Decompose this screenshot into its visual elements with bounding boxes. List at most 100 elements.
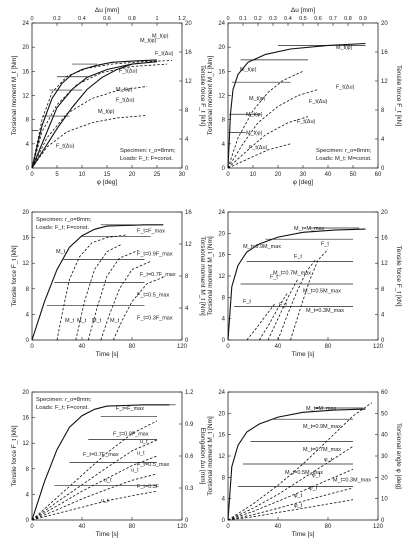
y2-tick-label: 10 — [381, 497, 388, 503]
y-tick-label: 0 — [26, 338, 30, 344]
y-tick-label: 8 — [222, 118, 226, 124]
curve-label: M_t(φ) — [249, 96, 266, 102]
y-tick-label: 12 — [22, 261, 29, 267]
y-tick-label: 0 — [26, 518, 30, 524]
y-tick-label: 4 — [222, 317, 226, 323]
y-tick-label: 16 — [218, 433, 225, 439]
x-tick-label: 20 — [275, 172, 282, 178]
x-tick-label: 120 — [177, 344, 188, 350]
x-tick-label: 40 — [79, 344, 86, 350]
curve-label: φ_t — [294, 493, 303, 499]
curve-label: F_t — [279, 303, 287, 309]
curve-label: F_t — [294, 254, 302, 260]
x-tick-label: 40 — [275, 344, 282, 350]
x-tick-label: 10 — [79, 172, 86, 178]
y-tick-label: 24 — [218, 21, 225, 27]
y-tick-label: 12 — [218, 274, 225, 280]
x2-tick-label: 0.6 — [103, 16, 111, 22]
curve-label: F_t=0.3F — [137, 484, 160, 490]
y-axis-title: Torsional moment M_t [Nm] — [207, 416, 214, 496]
x-tick-label: 80 — [129, 344, 136, 350]
y-tick-label: 4 — [26, 312, 30, 318]
series-line-6 — [31, 490, 158, 521]
curve-label: M_t(φ) — [246, 112, 263, 118]
y2-tick-label: 16 — [381, 236, 388, 242]
series-line-5 — [31, 473, 158, 521]
y-tick-label: 8 — [26, 287, 30, 293]
x2-tick-label: 1 — [155, 16, 158, 22]
y2-tick-label: 12 — [381, 261, 388, 267]
x2-axis-title: Δu [mm] — [291, 7, 315, 14]
curve-label: φ_t — [324, 457, 333, 463]
x-tick-label: 50 — [350, 172, 357, 178]
curve-label: φ_t — [294, 503, 303, 509]
series-line-5 — [227, 143, 291, 169]
x-tick-label: 40 — [275, 524, 282, 530]
x-tick-label: 0 — [226, 344, 230, 350]
y2-tick-label: 12 — [381, 79, 388, 85]
x-tick-label: 0 — [30, 524, 34, 530]
curve-label: F_t=0.3F_max — [137, 316, 173, 322]
x-tick-label: 40 — [325, 172, 332, 178]
specimen-note: Loads: F_t; F=const. — [36, 405, 89, 411]
plot-frame — [227, 391, 379, 521]
x-tick-label: 120 — [373, 344, 384, 350]
series-line-3 — [227, 89, 319, 169]
curve-label: M_t=0.7M_max — [303, 447, 341, 453]
x2-tick-label: 0 — [30, 16, 33, 22]
series-line-3 — [277, 259, 316, 341]
panel-b: 0 10 20 30 40 50 60φ [deg]04812162024Torsional… — [207, 7, 402, 186]
curve-label: M_t=M_max — [294, 226, 325, 232]
y2-tick-label: 0 — [381, 166, 385, 172]
x-tick-label: 120 — [373, 524, 384, 530]
curve-label: M_t(φ) — [246, 131, 263, 137]
curve-label: F_t(Δu) — [297, 119, 316, 125]
x-axis-title: Time [s] — [96, 351, 119, 358]
y2-tick-label: 12 — [185, 242, 192, 248]
x-tick-label: 10 — [250, 172, 257, 178]
curve-label: F_t — [270, 275, 278, 281]
y-tick-label: 0 — [26, 166, 30, 172]
y2-tick-label: 16 — [185, 210, 192, 216]
specimen-note: Specimen: r_o=8mm; — [36, 397, 92, 403]
series-line-6 — [246, 302, 276, 341]
curve-label: u_t — [140, 439, 148, 445]
curve-label: M_t — [65, 318, 75, 324]
y-tick-label: 8 — [26, 118, 30, 124]
x2-tick-label: 0.2 — [254, 16, 262, 22]
curve-label: M_t — [110, 318, 120, 324]
x2-tick-label: 0.6 — [314, 16, 322, 22]
y-tick-label: 24 — [22, 21, 29, 27]
x-tick-label: 60 — [375, 172, 382, 178]
curve-label: F_t(Δu) — [119, 68, 138, 74]
x2-axis-title: Δu [mm] — [95, 7, 119, 14]
y-axis-title: Torsional moment M_t [Nm] — [11, 56, 18, 136]
y2-tick-label: 60 — [381, 390, 388, 396]
curve-label: M_t — [56, 249, 66, 255]
series-line-4 — [227, 468, 354, 521]
x-axis-title: φ [deg] — [97, 179, 118, 186]
x2-tick-label: 0.3 — [269, 16, 277, 22]
series-line-4 — [227, 116, 309, 169]
curve-label: F_t — [321, 241, 329, 247]
curve-label: M_t=0.3M_max — [306, 308, 344, 314]
y-tick-label: 20 — [218, 45, 225, 51]
y-axis-title: Torsional moment M_t [Nm] — [207, 56, 214, 136]
curve-label: F_t=F_max — [116, 406, 144, 412]
y2-tick-label: 8 — [185, 274, 189, 280]
y-tick-label: 4 — [26, 492, 30, 498]
x2-tick-label: 0.9 — [359, 16, 367, 22]
x-tick-label: 20 — [129, 172, 136, 178]
series-line-5 — [227, 487, 354, 521]
y2-axis-title: Elongation Δu [mm] — [199, 428, 206, 485]
y-tick-label: 8 — [222, 475, 226, 481]
y-axis-title: Tensile force F_t [kN] — [11, 425, 18, 486]
y2-tick-label: 0 — [381, 518, 385, 524]
x2-tick-label: 0.8 — [128, 16, 136, 22]
y2-tick-label: 12 — [185, 79, 192, 85]
curve-label: F_t(Δu) — [249, 145, 268, 151]
series-line-6 — [112, 276, 164, 341]
x-tick-label: 80 — [325, 524, 332, 530]
y-tick-label: 20 — [22, 390, 29, 396]
x2-tick-label: 0.7 — [329, 16, 337, 22]
